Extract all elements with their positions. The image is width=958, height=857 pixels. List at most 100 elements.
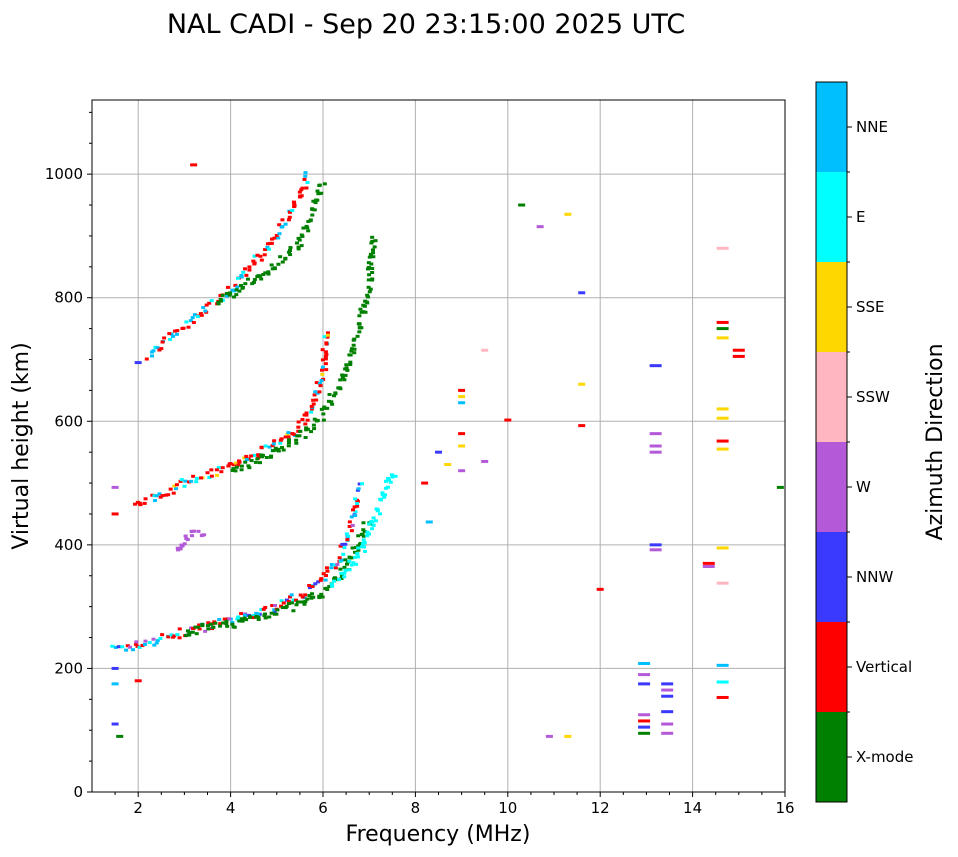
data-point xyxy=(361,521,366,525)
data-point xyxy=(169,332,174,336)
data-point xyxy=(320,348,325,352)
data-point xyxy=(144,357,149,361)
data-point xyxy=(243,460,248,464)
data-point xyxy=(111,682,119,686)
data-point xyxy=(174,483,179,487)
data-point xyxy=(393,474,398,478)
data-point xyxy=(373,519,378,523)
data-point xyxy=(369,519,374,523)
data-point xyxy=(286,599,291,603)
data-point xyxy=(178,479,183,483)
data-point xyxy=(661,731,674,735)
data-point xyxy=(367,273,372,277)
data-point xyxy=(249,459,254,463)
data-point xyxy=(716,581,729,585)
data-point xyxy=(298,593,303,597)
data-point xyxy=(244,618,249,622)
x-tick-label: 16 xyxy=(775,799,794,817)
x-tick-label: 10 xyxy=(498,799,517,817)
data-point xyxy=(213,621,218,625)
data-point xyxy=(359,326,364,330)
data-point xyxy=(149,354,154,358)
data-point xyxy=(348,556,353,560)
data-point xyxy=(661,722,674,726)
data-point xyxy=(324,566,329,570)
data-point xyxy=(296,420,301,424)
data-point xyxy=(361,534,366,538)
data-point xyxy=(270,604,275,608)
data-point xyxy=(638,661,651,665)
data-point xyxy=(313,390,318,394)
data-point xyxy=(638,673,651,677)
data-point xyxy=(300,418,305,422)
data-point xyxy=(311,595,316,599)
colorbar-frame xyxy=(815,81,848,803)
data-point xyxy=(110,644,115,648)
grid-lines xyxy=(92,100,786,793)
data-point xyxy=(314,398,319,402)
data-point xyxy=(197,623,202,627)
data-point xyxy=(347,524,352,528)
data-point xyxy=(291,598,296,602)
data-point xyxy=(222,617,227,621)
data-point xyxy=(214,468,219,472)
data-point xyxy=(350,523,355,527)
data-point xyxy=(232,295,237,299)
data-point xyxy=(319,592,324,596)
data-point xyxy=(365,267,370,271)
data-point xyxy=(196,529,201,533)
y-tick-label: 200 xyxy=(54,659,83,677)
data-point xyxy=(356,546,361,550)
data-point xyxy=(337,577,342,581)
data-point xyxy=(191,474,196,478)
data-point xyxy=(272,266,277,270)
data-point xyxy=(343,568,348,572)
data-point xyxy=(367,255,372,259)
data-point xyxy=(134,679,142,683)
data-point xyxy=(345,538,350,542)
data-point xyxy=(345,368,350,372)
data-point xyxy=(227,617,232,621)
data-point xyxy=(271,449,276,453)
data-point xyxy=(192,529,197,533)
data-point xyxy=(352,347,357,351)
data-point xyxy=(247,466,252,470)
data-point xyxy=(317,381,322,385)
data-point xyxy=(260,453,265,457)
data-point xyxy=(295,600,300,604)
data-point xyxy=(286,441,291,445)
data-point xyxy=(360,545,365,549)
data-point xyxy=(211,625,216,629)
data-point xyxy=(248,615,253,619)
data-point xyxy=(378,512,383,516)
data-point xyxy=(272,236,277,240)
data-point xyxy=(333,566,338,570)
data-point xyxy=(182,542,187,546)
data-point xyxy=(327,392,332,396)
data-point xyxy=(357,330,362,334)
data-point xyxy=(340,373,345,377)
data-point xyxy=(240,619,245,623)
data-point xyxy=(330,584,335,588)
data-point xyxy=(247,268,252,272)
data-point xyxy=(293,598,298,602)
data-point xyxy=(297,190,302,194)
data-point xyxy=(302,602,307,606)
data-point xyxy=(323,578,328,582)
data-point xyxy=(164,493,169,497)
data-point xyxy=(153,499,158,503)
data-point xyxy=(319,191,324,195)
data-point xyxy=(375,508,380,512)
data-point xyxy=(134,640,139,644)
data-point xyxy=(325,331,330,335)
data-point xyxy=(291,200,296,204)
data-point xyxy=(182,484,187,488)
data-point xyxy=(342,378,347,382)
data-point xyxy=(504,418,512,422)
data-point xyxy=(280,446,285,450)
data-point xyxy=(263,612,268,616)
data-point xyxy=(197,627,202,631)
data-point xyxy=(138,503,143,507)
data-point xyxy=(272,439,277,443)
